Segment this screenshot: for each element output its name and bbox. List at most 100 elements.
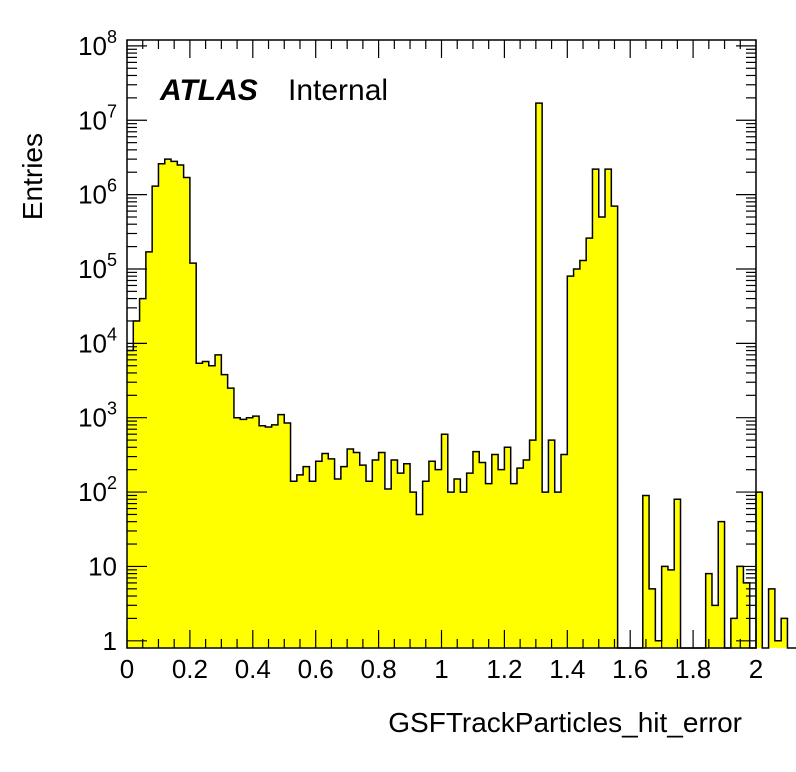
axis-ticks — [126, 40, 757, 648]
histogram-bin — [460, 492, 467, 648]
histogram-bin — [152, 186, 159, 649]
histogram-bin — [548, 440, 556, 648]
histogram-bin — [347, 448, 354, 648]
histogram-bin — [554, 492, 562, 648]
histogram-bin — [271, 424, 279, 648]
y-tick-label: 107 — [78, 101, 117, 135]
y-tick-label: 10 — [88, 551, 117, 581]
y-tick-label: 1 — [103, 626, 117, 656]
histogram-bin — [139, 298, 147, 648]
x-tick-label: 0 — [120, 654, 134, 684]
histogram-bin — [435, 469, 442, 648]
histogram-bin — [655, 640, 662, 648]
y-tick-label: 103 — [78, 399, 117, 433]
histogram-bin — [189, 263, 197, 648]
histogram-bin — [567, 276, 574, 648]
histogram-bin — [573, 268, 581, 648]
histogram-bin — [145, 251, 153, 648]
histogram-bin — [428, 461, 436, 648]
y-tick-label: 105 — [78, 250, 117, 284]
histogram-bin — [447, 492, 455, 648]
x-tick-label: 0.6 — [298, 654, 334, 684]
histogram-bin — [378, 452, 386, 648]
histogram-bin — [215, 354, 222, 648]
histogram-bin — [542, 492, 549, 648]
histogram-bin — [598, 217, 606, 648]
histogram-bin — [642, 495, 650, 648]
histogram-bin — [718, 521, 725, 648]
histogram-bin — [309, 481, 316, 648]
histogram-bin — [781, 618, 788, 648]
histogram-bin — [384, 488, 392, 648]
histogram-bin — [535, 103, 543, 648]
histogram-bin — [284, 422, 291, 648]
histogram-bin — [366, 481, 373, 648]
histogram-bin — [259, 425, 266, 648]
histogram-bin — [240, 419, 247, 648]
histogram-bin — [252, 416, 260, 648]
histogram-bin — [227, 388, 235, 648]
histogram-bin — [164, 159, 172, 648]
histogram-bin — [737, 566, 744, 648]
histogram-bin — [504, 447, 511, 648]
histogram-bin — [265, 426, 272, 648]
histogram-bin — [667, 569, 675, 648]
histogram-bin — [372, 459, 379, 648]
histogram-bin — [233, 417, 241, 648]
histogram-bin — [441, 434, 449, 648]
histogram-bin — [177, 165, 184, 649]
histogram-bin — [730, 618, 738, 648]
x-tick-labels: 0 0.2 0.4 0.6 0.8 1 1.2 1.4 1.6 1.8 2 — [120, 654, 763, 684]
histogram-bars — [127, 102, 796, 649]
histogram-bin — [605, 169, 612, 648]
histogram-bin — [410, 492, 417, 648]
histogram-bin — [472, 451, 480, 648]
y-tick-label: 108 — [78, 27, 117, 61]
x-tick-label: 2 — [749, 654, 763, 684]
histogram-bin — [277, 414, 285, 648]
histogram-bin — [422, 481, 430, 648]
histogram-bin — [202, 361, 210, 648]
histogram-bin — [491, 454, 499, 648]
histogram-bin — [661, 566, 669, 648]
histogram-bin — [158, 163, 166, 648]
histogram-bin — [711, 605, 719, 648]
histogram-bin — [315, 461, 323, 648]
x-tick-label: 1.4 — [549, 654, 585, 684]
histogram-bin — [391, 459, 398, 648]
histogram-bin — [328, 458, 335, 648]
x-tick-label: 1.6 — [612, 654, 648, 684]
histogram-bin — [479, 462, 486, 648]
histogram-bin — [321, 453, 329, 648]
histogram-bin — [208, 365, 216, 648]
histogram-bin — [774, 640, 782, 648]
plot-frame — [126, 39, 757, 649]
histogram-bin — [592, 169, 600, 648]
histogram-bin — [485, 483, 493, 648]
histogram-bin — [183, 177, 191, 648]
histogram-bin — [133, 320, 140, 648]
histogram-bin — [466, 473, 474, 648]
histogram-bin — [359, 465, 367, 648]
y-axis-title: Entries — [17, 133, 48, 220]
y-tick-labels: 1 10 102 103 104 105 106 107 108 — [78, 27, 117, 656]
x-tick-label: 1.8 — [675, 654, 711, 684]
histogram-bin — [340, 466, 348, 648]
histogram-bin — [290, 481, 298, 648]
y-tick-label: 106 — [78, 176, 117, 210]
histogram-bin — [416, 514, 423, 648]
histogram-bin — [353, 452, 361, 648]
histogram-bin — [529, 440, 537, 648]
x-tick-label: 1 — [434, 654, 448, 684]
histogram-bin — [705, 573, 713, 648]
histogram-bin — [196, 363, 203, 648]
x-tick-label: 0.8 — [361, 654, 397, 684]
histogram-bin — [403, 463, 411, 648]
histogram-bin — [296, 474, 304, 648]
y-tick-label: 102 — [78, 473, 117, 507]
histogram-bin — [334, 478, 342, 648]
histogram-bin — [579, 260, 587, 648]
histogram-bin — [454, 478, 461, 648]
histogram-bin — [743, 582, 751, 648]
